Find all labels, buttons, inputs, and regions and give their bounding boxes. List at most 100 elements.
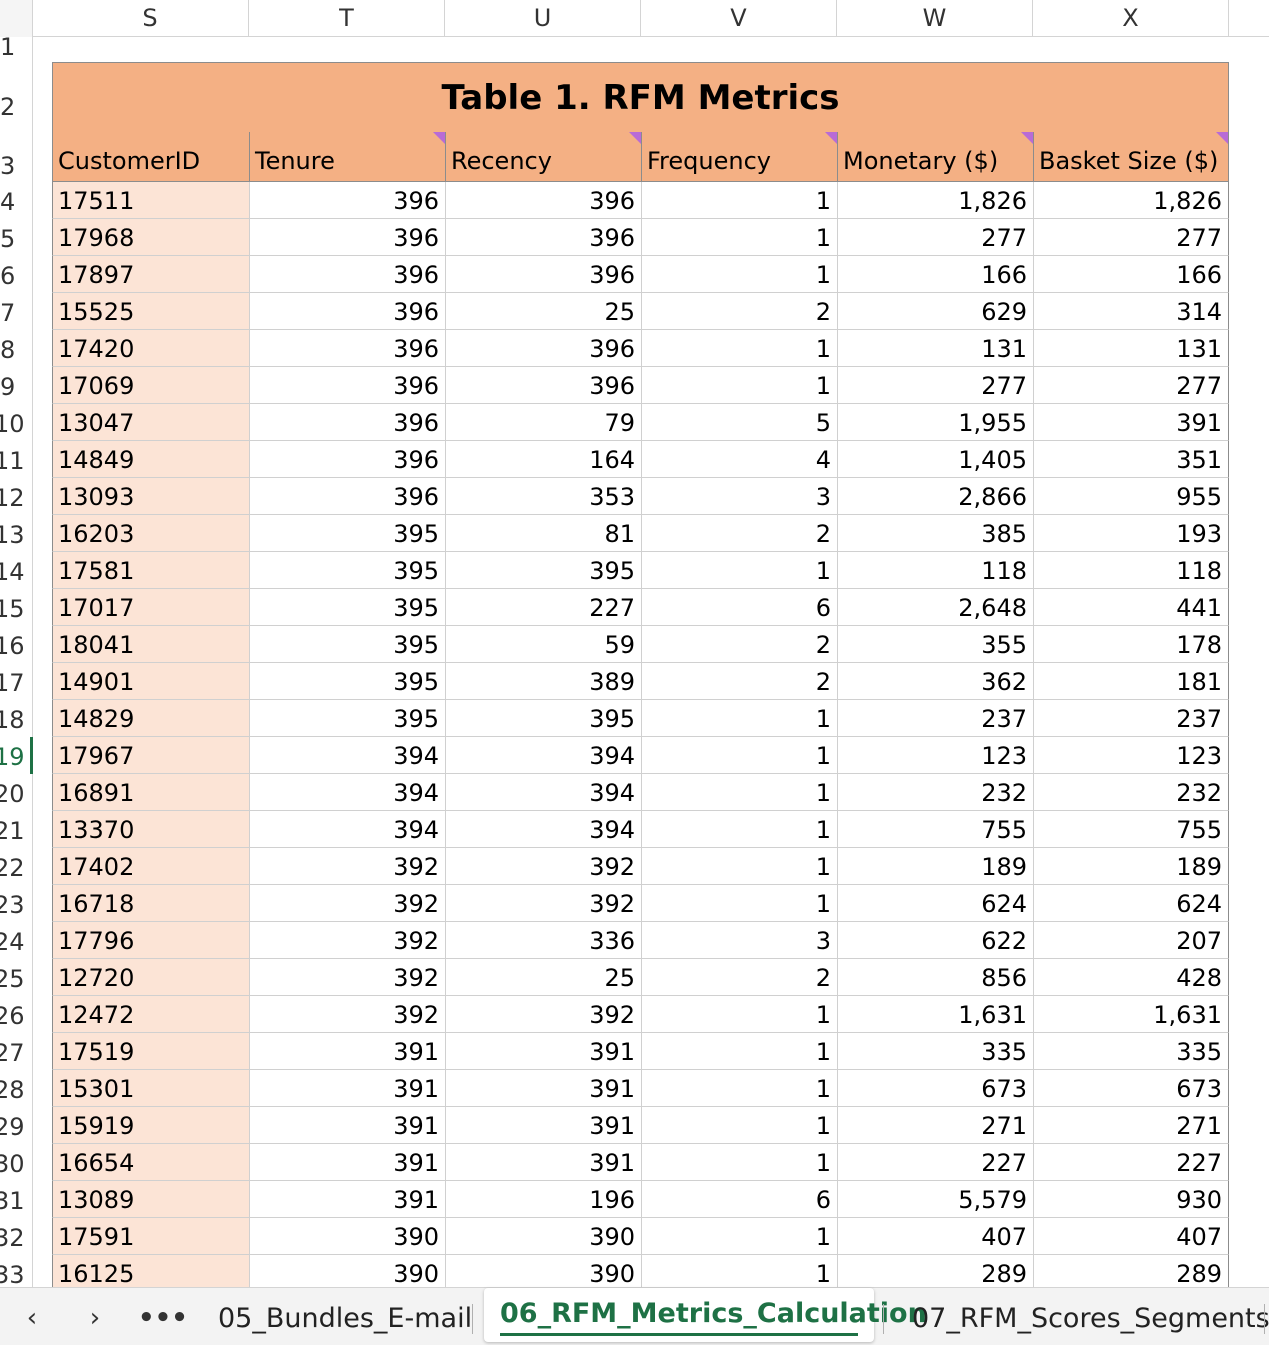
table-cell[interactable]: 277 <box>837 367 1033 404</box>
table-cell[interactable]: 17581 <box>52 552 249 589</box>
table-cell[interactable]: 394 <box>249 774 445 811</box>
table-cell[interactable]: 15301 <box>52 1070 249 1107</box>
table-cell[interactable]: 164 <box>445 441 641 478</box>
table-cell[interactable]: 622 <box>837 922 1033 959</box>
table-cell[interactable]: 394 <box>249 737 445 774</box>
table-cell[interactable]: 277 <box>1033 219 1229 256</box>
table-cell[interactable]: 1 <box>641 774 837 811</box>
table-cell[interactable]: 395 <box>445 552 641 589</box>
table-cell[interactable]: 16891 <box>52 774 249 811</box>
table-cell[interactable]: 314 <box>1033 293 1229 330</box>
table-cell[interactable]: 396 <box>445 219 641 256</box>
table-cell[interactable]: 390 <box>445 1218 641 1255</box>
table-cell[interactable]: 624 <box>1033 885 1229 922</box>
table-cell[interactable]: 396 <box>445 182 641 219</box>
table-cell[interactable]: 1,955 <box>837 404 1033 441</box>
table-cell[interactable]: 1 <box>641 367 837 404</box>
row-number[interactable]: 12 <box>0 478 33 515</box>
table-cell[interactable]: 396 <box>249 182 445 219</box>
column-header-cell[interactable]: CustomerID <box>52 132 249 182</box>
row-number[interactable]: 14 <box>0 552 33 589</box>
table-cell[interactable]: 17967 <box>52 737 249 774</box>
table-cell[interactable]: 390 <box>249 1255 445 1292</box>
table-cell[interactable]: 391 <box>249 1144 445 1181</box>
table-cell[interactable]: 81 <box>445 515 641 552</box>
table-cell[interactable]: 1 <box>641 885 837 922</box>
column-header-v[interactable]: V <box>641 0 837 37</box>
table-cell[interactable]: 394 <box>445 774 641 811</box>
table-cell[interactable]: 335 <box>1033 1033 1229 1070</box>
table-cell[interactable]: 392 <box>249 959 445 996</box>
table-cell[interactable]: 395 <box>249 700 445 737</box>
table-cell[interactable]: 118 <box>837 552 1033 589</box>
table-cell[interactable]: 396 <box>249 367 445 404</box>
table-cell[interactable]: 14849 <box>52 441 249 478</box>
table-cell[interactable]: 1 <box>641 256 837 293</box>
table-cell[interactable]: 394 <box>445 811 641 848</box>
table-cell[interactable]: 232 <box>837 774 1033 811</box>
table-cell[interactable]: 193 <box>1033 515 1229 552</box>
table-cell[interactable]: 392 <box>445 885 641 922</box>
table-cell[interactable]: 4 <box>641 441 837 478</box>
table-cell[interactable]: 391 <box>249 1181 445 1218</box>
table-cell[interactable]: 25 <box>445 959 641 996</box>
sheet-tab-rfm-scores-segments[interactable]: 07_RFM_Scores_Segments <box>912 1303 1269 1334</box>
table-cell[interactable]: 2,648 <box>837 589 1033 626</box>
table-cell[interactable]: 392 <box>249 885 445 922</box>
table-cell[interactable]: 12472 <box>52 996 249 1033</box>
row-number[interactable]: 31 <box>0 1181 33 1218</box>
table-cell[interactable]: 1 <box>641 1218 837 1255</box>
table-cell[interactable]: 3 <box>641 478 837 515</box>
table-cell[interactable]: 392 <box>249 996 445 1033</box>
table-cell[interactable]: 395 <box>249 663 445 700</box>
table-cell[interactable]: 1 <box>641 811 837 848</box>
table-cell[interactable]: 123 <box>837 737 1033 774</box>
table-cell[interactable]: 1,631 <box>1033 996 1229 1033</box>
table-cell[interactable]: 673 <box>837 1070 1033 1107</box>
table-cell[interactable]: 59 <box>445 626 641 663</box>
table-cell[interactable]: 1 <box>641 182 837 219</box>
row-number[interactable]: 20 <box>0 774 33 811</box>
table-cell[interactable]: 16654 <box>52 1144 249 1181</box>
row-number[interactable]: 21 <box>0 811 33 848</box>
table-cell[interactable]: 391 <box>445 1144 641 1181</box>
table-cell[interactable]: 1,826 <box>837 182 1033 219</box>
table-cell[interactable]: 1 <box>641 1255 837 1292</box>
table-cell[interactable]: 396 <box>445 367 641 404</box>
table-cell[interactable]: 5 <box>641 404 837 441</box>
chevron-right-icon[interactable]: › <box>89 1303 101 1333</box>
table-cell[interactable]: 131 <box>837 330 1033 367</box>
table-cell[interactable]: 166 <box>837 256 1033 293</box>
row-number[interactable]: 18 <box>0 700 33 737</box>
table-cell[interactable]: 18041 <box>52 626 249 663</box>
table-cell[interactable]: 14829 <box>52 700 249 737</box>
row-number[interactable]: 33 <box>0 1255 33 1292</box>
row-number[interactable]: 1 <box>0 37 33 62</box>
table-cell[interactable]: 227 <box>445 589 641 626</box>
table-cell[interactable]: 232 <box>1033 774 1229 811</box>
table-cell[interactable]: 17968 <box>52 219 249 256</box>
table-cell[interactable]: 1 <box>641 219 837 256</box>
table-cell[interactable]: 271 <box>837 1107 1033 1144</box>
sheet-tab-rfm-metrics-calculation[interactable]: 06_RFM_Metrics_Calculation <box>484 1288 927 1342</box>
table-cell[interactable]: 856 <box>837 959 1033 996</box>
table-cell[interactable]: 189 <box>1033 848 1229 885</box>
row-number[interactable]: 13 <box>0 515 33 552</box>
table-cell[interactable]: 1,826 <box>1033 182 1229 219</box>
table-cell[interactable]: 2 <box>641 626 837 663</box>
table-cell[interactable]: 441 <box>1033 589 1229 626</box>
table-cell[interactable]: 15525 <box>52 293 249 330</box>
table-cell[interactable]: 392 <box>445 848 641 885</box>
table-cell[interactable]: 2,866 <box>837 478 1033 515</box>
row-number[interactable]: 26 <box>0 996 33 1033</box>
table-cell[interactable]: 166 <box>1033 256 1229 293</box>
row-number[interactable]: 3 <box>0 132 33 182</box>
table-cell[interactable]: 118 <box>1033 552 1229 589</box>
table-cell[interactable]: 16203 <box>52 515 249 552</box>
row-number[interactable]: 22 <box>0 848 33 885</box>
table-cell[interactable]: 624 <box>837 885 1033 922</box>
column-header-cell[interactable]: Frequency <box>641 132 837 182</box>
table-cell[interactable]: 25 <box>445 293 641 330</box>
row-number[interactable]: 11 <box>0 441 33 478</box>
table-cell[interactable]: 930 <box>1033 1181 1229 1218</box>
